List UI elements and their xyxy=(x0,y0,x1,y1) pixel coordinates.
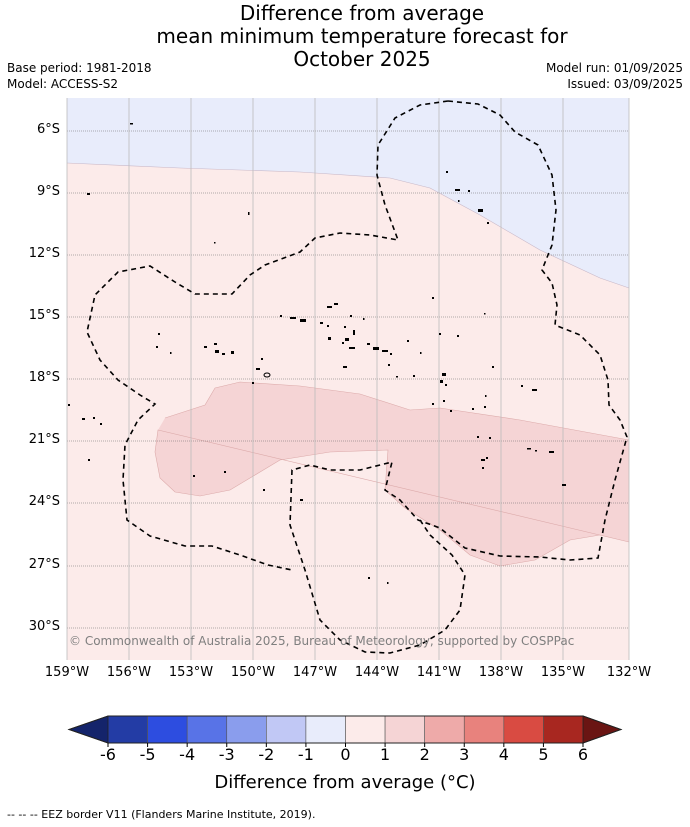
longitude-label: 138°W xyxy=(478,665,524,680)
longitude-label: 150°W xyxy=(230,665,276,680)
colorbar-segment xyxy=(147,715,188,744)
eez-legend: -- -- -- EEZ border V11 (Flanders Marine… xyxy=(7,808,316,821)
colorbar-segment xyxy=(226,715,267,744)
cool-region-border xyxy=(66,162,630,289)
latitude-label: 18°S xyxy=(28,370,60,385)
colorbar xyxy=(67,715,623,747)
model-run: Model run: 01/09/2025 xyxy=(545,61,683,75)
latitude-label: 27°S xyxy=(28,557,60,572)
longitude-label: 153°W xyxy=(168,665,214,680)
meta-right: Model run: 01/09/2025 Issued: 03/09/2025 xyxy=(546,60,683,92)
colorbar-tick-label: 0 xyxy=(340,745,351,764)
colorbar-segment xyxy=(107,715,148,744)
model-name: Model: ACCESS-S2 xyxy=(7,77,119,91)
eez-border-west xyxy=(86,100,449,571)
copyright-notice: © Commonwealth of Australia 2025, Bureau… xyxy=(69,634,575,648)
title-line-1: Difference from average xyxy=(239,1,485,25)
colorbar-tick-label: -6 xyxy=(100,745,116,764)
islands xyxy=(68,123,566,584)
colorbar-label: Difference from average (°C) xyxy=(214,772,476,793)
base-period: Base period: 1981-2018 xyxy=(7,61,152,75)
colorbar-tick-label: 1 xyxy=(379,745,391,764)
graticule xyxy=(66,98,630,660)
colorbar-segment xyxy=(463,715,505,744)
title-line-3: October 2025 xyxy=(293,47,431,71)
warm-anomaly-region xyxy=(155,382,629,566)
longitude-label: 144°W xyxy=(354,665,400,680)
warm-region-border xyxy=(154,381,630,567)
latitude-label: 21°S xyxy=(28,432,60,447)
longitude-label: 147°W xyxy=(292,665,338,680)
colorbar-tick-label: 3 xyxy=(459,745,470,764)
longitude-label: 159°W xyxy=(44,665,90,680)
colorbar-extend-low xyxy=(67,715,109,744)
longitude-label: 156°W xyxy=(106,665,152,680)
colorbar-segment xyxy=(384,715,425,744)
eez-border-east xyxy=(289,100,628,654)
colorbar-tick-label: -4 xyxy=(179,745,196,764)
cool-anomaly-region xyxy=(67,98,629,288)
longitude-label: 132°W xyxy=(606,665,652,680)
colorbar-segment xyxy=(503,715,544,744)
colorbar-tick-label: 6 xyxy=(577,745,589,764)
colorbar-tick-label: -2 xyxy=(258,745,275,764)
latitude-label: 15°S xyxy=(28,308,60,323)
latitude-label: 12°S xyxy=(28,246,60,261)
colorbar-extend-high xyxy=(582,715,623,744)
colorbar-segment xyxy=(305,715,346,744)
longitude-label: 141°W xyxy=(416,665,462,680)
colorbar-tick-label: -5 xyxy=(139,745,156,764)
colorbar-segment xyxy=(345,715,386,744)
map-title: Difference from average mean minimum tem… xyxy=(0,2,690,71)
colorbar-tick-label: 2 xyxy=(419,745,430,764)
colorbar-tick-label: -1 xyxy=(297,745,314,764)
colorbar-tick-label: -3 xyxy=(218,745,235,764)
latitude-label: 6°S xyxy=(36,122,60,137)
longitude-label: 135°W xyxy=(540,665,586,680)
atoll-outline xyxy=(263,372,271,378)
latitude-label: 9°S xyxy=(36,184,60,199)
colorbar-segment xyxy=(424,715,465,744)
latitude-label: 24°S xyxy=(28,494,60,509)
colorbar-segment xyxy=(266,715,307,744)
latitude-label: 30°S xyxy=(28,619,60,634)
issued-date: Issued: 03/09/2025 xyxy=(567,77,683,91)
colorbar-segment xyxy=(186,715,228,744)
colorbar-segment xyxy=(543,715,584,744)
title-line-2: mean minimum temperature forecast for xyxy=(156,24,568,48)
meta-left: Base period: 1981-2018 Model: ACCESS-S2 xyxy=(7,60,152,92)
colorbar-tick-label: 5 xyxy=(538,745,549,764)
colorbar-tick-label: 4 xyxy=(498,745,509,764)
